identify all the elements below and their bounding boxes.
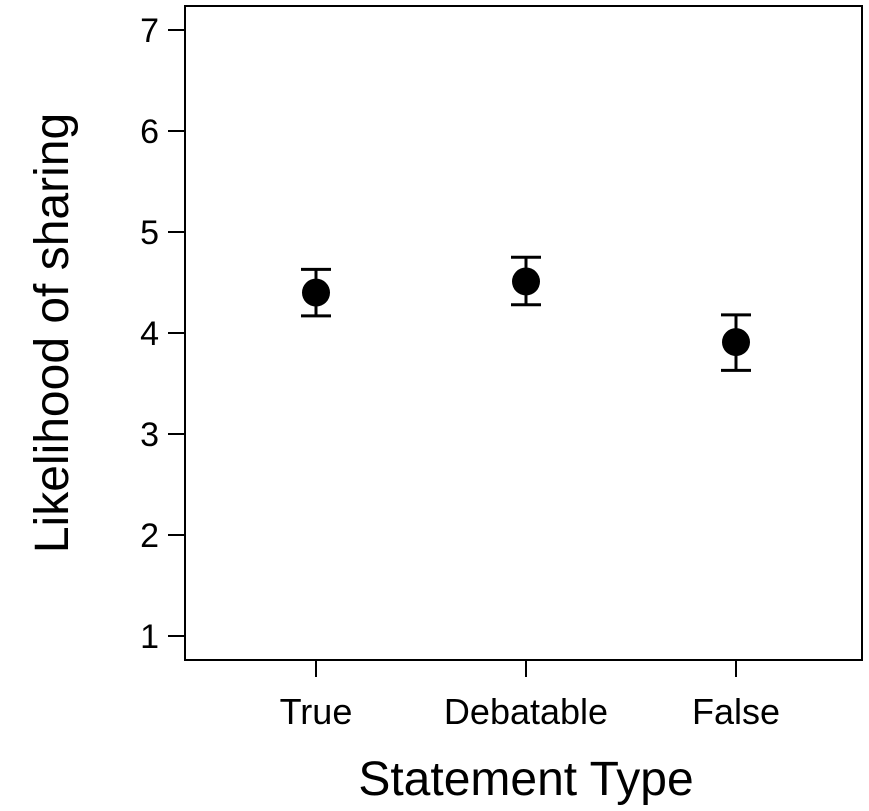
x-axis: True Debatable False (280, 660, 780, 732)
y-axis-title: Likelihood of sharing (26, 113, 79, 553)
x-tick-label-debatable: Debatable (444, 691, 608, 732)
x-tick-label-true: True (280, 691, 353, 732)
data-point-true (302, 278, 330, 307)
data-point-debatable (512, 267, 540, 296)
y-tick-label-1: 1 (140, 618, 159, 656)
data-point-false (722, 328, 750, 357)
y-tick-label-7: 7 (140, 12, 159, 50)
x-axis-title: Statement Type (358, 753, 693, 806)
y-tick-label-4: 4 (140, 315, 159, 353)
y-tick-label-2: 2 (140, 517, 159, 555)
y-tick-label-3: 3 (140, 416, 159, 454)
x-tick-label-false: False (692, 691, 780, 732)
series-layer (301, 255, 751, 372)
y-tick-label-5: 5 (140, 214, 159, 252)
y-axis: 1 2 3 4 5 6 7 (140, 12, 185, 656)
y-tick-label-6: 6 (140, 113, 159, 151)
